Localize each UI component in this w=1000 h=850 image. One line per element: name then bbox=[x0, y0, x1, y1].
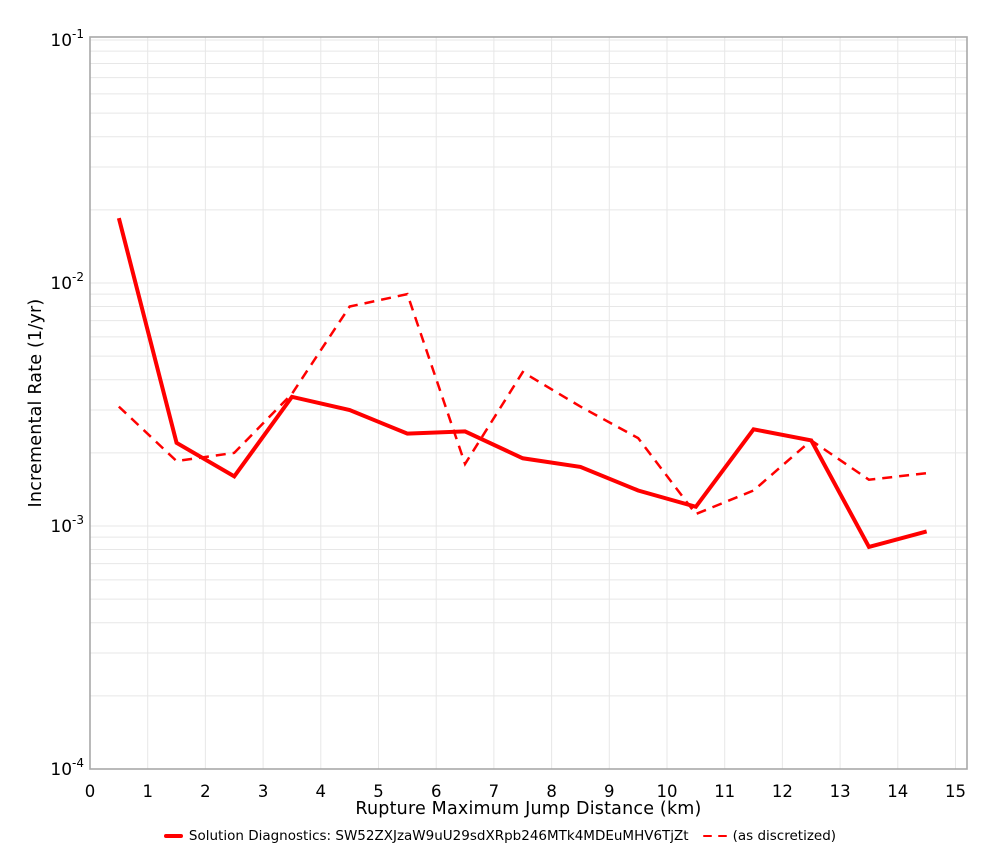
legend: Solution Diagnostics: SW52ZXJzaW9uU29sdX… bbox=[0, 826, 1000, 846]
svg-text:4: 4 bbox=[316, 782, 327, 801]
svg-text:10-4: 10-4 bbox=[50, 756, 84, 780]
plot-border bbox=[89, 36, 968, 770]
y-tick-labels: 10-1 10-2 10-3 10-4 bbox=[50, 27, 84, 780]
svg-text:7: 7 bbox=[489, 782, 500, 801]
svg-text:10-3: 10-3 bbox=[50, 513, 84, 537]
legend-dashed-line-swatch bbox=[702, 834, 727, 838]
x-axis-title: Rupture Maximum Jump Distance (km) bbox=[355, 799, 702, 819]
series-line-solution bbox=[116, 217, 928, 550]
svg-text:6: 6 bbox=[431, 782, 442, 801]
legend-solid-line-swatch bbox=[163, 834, 183, 838]
svg-text:5: 5 bbox=[373, 782, 384, 801]
svg-text:2: 2 bbox=[200, 782, 211, 801]
series-line-discretized bbox=[117, 292, 927, 516]
x-tick-labels: 0 1 2 3 4 5 6 7 8 9 10 11 12 13 14 15 bbox=[85, 782, 966, 801]
svg-text:15: 15 bbox=[945, 782, 966, 801]
svg-text:14: 14 bbox=[887, 782, 908, 801]
y-axis-title: Incremental Rate (1/yr) bbox=[26, 298, 46, 508]
svg-text:10-2: 10-2 bbox=[50, 270, 84, 294]
svg-text:9: 9 bbox=[604, 782, 615, 801]
svg-text:11: 11 bbox=[714, 782, 735, 801]
svg-text:1: 1 bbox=[142, 782, 153, 801]
legend-label-solution: Solution Diagnostics: SW52ZXJzaW9uU29sdX… bbox=[188, 828, 689, 844]
svg-text:8: 8 bbox=[546, 782, 557, 801]
legend-label-discretized: (as discretized) bbox=[732, 828, 837, 844]
svg-text:13: 13 bbox=[830, 782, 851, 801]
gridlines bbox=[90, 37, 967, 769]
svg-text:10-1: 10-1 bbox=[50, 27, 84, 51]
svg-text:0: 0 bbox=[85, 782, 96, 801]
svg-text:10: 10 bbox=[657, 782, 678, 801]
svg-text:12: 12 bbox=[772, 782, 793, 801]
svg-text:3: 3 bbox=[258, 782, 269, 801]
